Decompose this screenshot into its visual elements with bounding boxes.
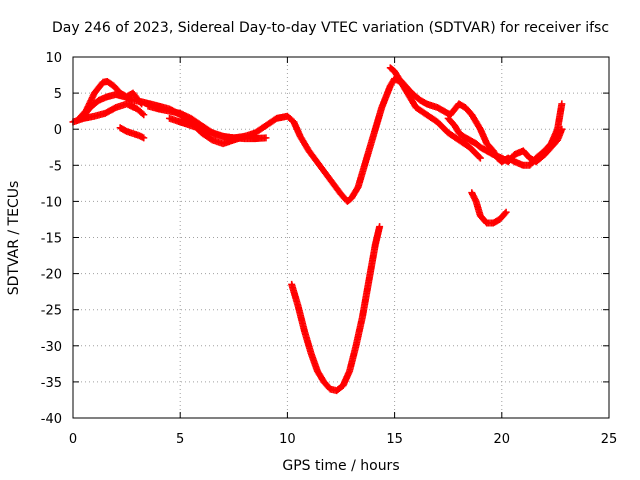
- x-tick-label: 15: [386, 432, 403, 447]
- series-arc-9: [468, 189, 510, 227]
- data-points: [69, 64, 566, 395]
- data-point: [475, 153, 483, 161]
- y-tick-label: 10: [45, 51, 62, 66]
- series-arc-4: [116, 124, 148, 142]
- y-tick-label: -15: [41, 232, 62, 247]
- data-point: [140, 134, 148, 142]
- data-point: [502, 208, 510, 216]
- data-point: [262, 134, 270, 142]
- y-axis-label: SDTVAR / TECUs: [6, 181, 22, 296]
- y-tick-label: -35: [41, 376, 62, 391]
- y-tick-label: -25: [41, 304, 62, 319]
- series-arc-10: [288, 223, 384, 395]
- data-point: [501, 209, 509, 217]
- x-tick-label: 5: [176, 432, 184, 447]
- grid-lines: [73, 57, 609, 418]
- chart-title: Day 246 of 2023, Sidereal Day-to-day VTE…: [52, 20, 609, 36]
- data-point: [140, 111, 148, 119]
- data-point: [558, 100, 566, 108]
- y-tick-label: -10: [41, 195, 62, 210]
- series-arc-8: [444, 114, 566, 166]
- x-tick-label: 0: [69, 432, 77, 447]
- y-tick-label: -20: [41, 268, 62, 283]
- y-tick-label: 5: [54, 87, 62, 102]
- series-arc-6: [165, 114, 270, 143]
- data-point: [476, 154, 484, 162]
- data-point: [376, 223, 384, 231]
- x-tick-label: 10: [279, 432, 296, 447]
- series-arc-3: [78, 75, 484, 205]
- data-point: [138, 110, 146, 118]
- data-point: [558, 125, 566, 133]
- plot-frame: [72, 56, 610, 419]
- x-tick-label: 20: [494, 432, 511, 447]
- y-tick-label: -5: [49, 159, 62, 174]
- x-tick-label: 25: [601, 432, 618, 447]
- y-tick-label: -40: [41, 412, 62, 427]
- y-tick-label: 0: [54, 123, 62, 138]
- y-tick-label: -30: [41, 340, 62, 355]
- x-axis-label: GPS time / hours: [282, 458, 399, 474]
